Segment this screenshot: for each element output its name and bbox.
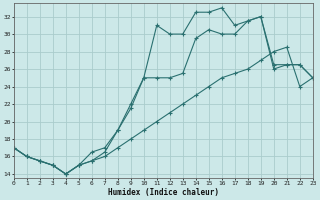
X-axis label: Humidex (Indice chaleur): Humidex (Indice chaleur) (108, 188, 219, 197)
